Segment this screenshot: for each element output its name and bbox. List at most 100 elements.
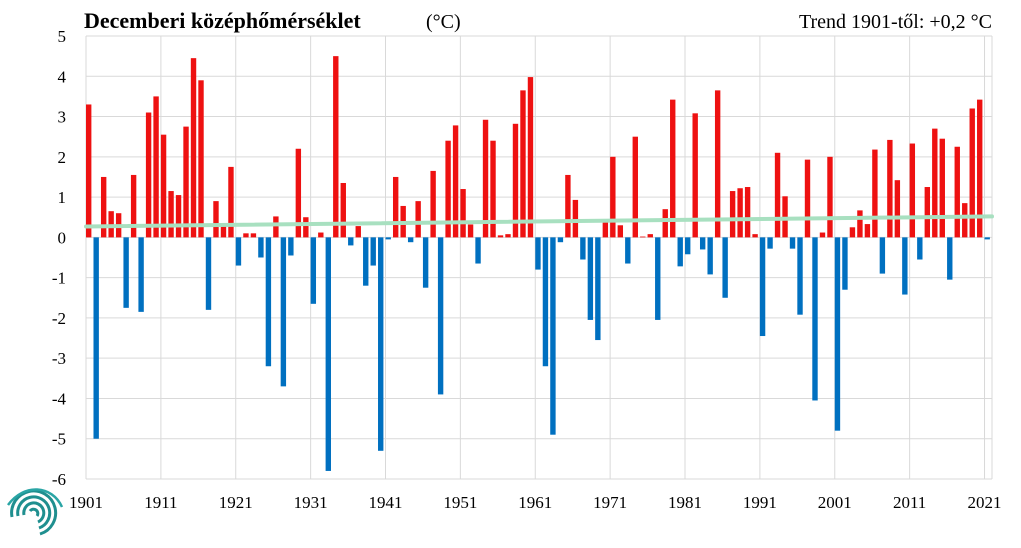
bar-1988 [737, 188, 742, 237]
bar-1936 [348, 237, 353, 245]
bar-1931 [311, 237, 316, 303]
bar-1976 [648, 234, 653, 237]
bar-1944 [408, 237, 413, 242]
bar-1902 [93, 237, 98, 438]
bar-1973 [625, 237, 630, 263]
bar-2006 [872, 150, 877, 238]
y-tick-label: 3 [58, 108, 67, 127]
trend-line [86, 216, 992, 226]
bar-1947 [430, 171, 435, 237]
bar-1909 [146, 113, 151, 238]
bar-1925 [266, 237, 271, 366]
x-tick-label: 1971 [593, 493, 627, 512]
bar-1948 [438, 237, 443, 394]
bar-1980 [678, 237, 683, 266]
bar-1969 [595, 237, 600, 340]
bar-1916 [198, 80, 203, 237]
bar-1993 [775, 153, 780, 238]
bar-1923 [251, 233, 256, 237]
bar-1967 [580, 237, 585, 259]
bars [86, 56, 990, 471]
bar-1992 [767, 237, 772, 248]
bar-2011 [910, 144, 915, 238]
bar-1933 [326, 237, 331, 471]
x-tick-label: 2021 [968, 493, 1002, 512]
y-tick-label: -6 [52, 470, 66, 489]
bar-1970 [603, 221, 608, 237]
bar-2015 [940, 139, 945, 238]
bar-1926 [273, 216, 278, 237]
bar-1961 [535, 237, 540, 269]
bar-1999 [820, 233, 825, 238]
bar-2009 [895, 180, 900, 237]
bar-2014 [932, 129, 937, 238]
chart-unit: (°C) [426, 11, 461, 33]
bar-1945 [415, 201, 420, 237]
bar-1941 [386, 237, 391, 239]
bar-1924 [258, 237, 263, 257]
bar-1990 [752, 234, 757, 237]
bar-1914 [183, 127, 188, 238]
bar-1911 [161, 135, 166, 238]
bar-2012 [917, 237, 922, 259]
bar-1979 [670, 100, 675, 238]
x-tick-label: 2011 [893, 493, 926, 512]
bar-1938 [363, 237, 368, 285]
bar-1998 [812, 237, 817, 400]
x-tick-label: 2001 [818, 493, 852, 512]
bar-1952 [468, 224, 473, 237]
bar-1978 [663, 209, 668, 237]
y-tick-label: 1 [58, 188, 67, 207]
bar-2017 [955, 147, 960, 238]
bar-1917 [206, 237, 211, 309]
bar-1921 [236, 237, 241, 265]
bar-2004 [857, 210, 862, 237]
bar-1986 [722, 237, 727, 297]
trend-label: Trend 1901-től: +0,2 °C [799, 11, 992, 33]
y-tick-label: -3 [52, 349, 66, 368]
bar-1966 [573, 200, 578, 237]
bar-1983 [700, 237, 705, 249]
bar-1908 [138, 237, 143, 312]
bar-2010 [902, 237, 907, 294]
y-tick-label: -4 [52, 389, 67, 408]
x-tick-label: 1921 [219, 493, 253, 512]
bar-1907 [131, 175, 136, 237]
bar-2000 [827, 157, 832, 238]
y-tick-label: 5 [58, 27, 67, 46]
bar-1912 [168, 191, 173, 237]
bar-1934 [333, 56, 338, 237]
bar-1996 [797, 237, 802, 314]
bar-1989 [745, 187, 750, 237]
bar-1939 [371, 237, 376, 265]
bar-1906 [123, 237, 128, 307]
bar-1928 [288, 237, 293, 255]
bar-2021 [985, 237, 990, 239]
logo-icon [8, 489, 62, 534]
x-axis-tick-labels: 1901 1911 1921 1931 1941 1951 1961 1971 1981 1991… [69, 493, 1002, 512]
bar-1960 [528, 77, 533, 237]
bar-2008 [887, 140, 892, 237]
bar-1927 [281, 237, 286, 386]
bar-1959 [520, 90, 525, 237]
bar-1985 [715, 90, 720, 237]
bar-1984 [707, 237, 712, 274]
bar-2001 [835, 237, 840, 430]
x-tick-label: 1961 [518, 493, 552, 512]
y-tick-label: 2 [58, 148, 67, 167]
bar-1930 [303, 217, 308, 237]
bar-1964 [558, 237, 563, 242]
bar-1965 [565, 175, 570, 237]
bar-1932 [318, 233, 323, 238]
bar-2005 [865, 224, 870, 237]
bar-1963 [550, 237, 555, 434]
x-tick-label: 1911 [144, 493, 177, 512]
bar-1962 [543, 237, 548, 366]
bar-1968 [588, 237, 593, 320]
bar-2016 [947, 237, 952, 279]
bar-1919 [221, 225, 226, 237]
y-tick-label: 0 [58, 228, 67, 247]
bar-1971 [610, 157, 615, 238]
bar-1951 [460, 189, 465, 237]
